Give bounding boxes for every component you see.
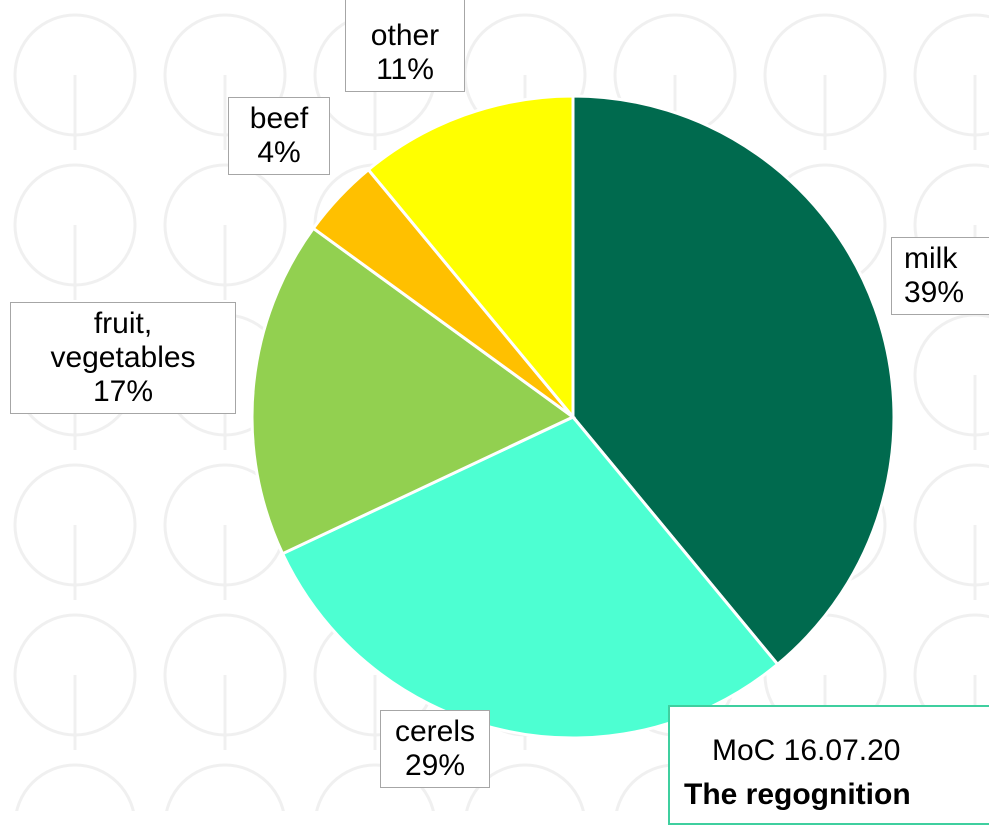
slice-name: milk: [904, 242, 958, 275]
pie-slice: [571, 94, 896, 667]
slice-value: 17%: [92, 375, 154, 408]
annotation-line: The regognition: [684, 778, 911, 811]
slice-name: fruit, vegetables: [50, 307, 196, 374]
slice-name: beef: [249, 102, 309, 135]
annotation-line: MoC 16.07.20: [712, 734, 901, 767]
slice-value: 4%: [257, 136, 301, 169]
slice-label: other 11%: [345, 0, 465, 92]
slice-value: 39%: [904, 276, 965, 309]
slice-value: 11%: [376, 53, 434, 86]
slice-value: 29%: [404, 749, 466, 782]
slice-label: fruit, vegetables 17%: [10, 302, 236, 414]
pie-slice: [250, 226, 576, 556]
slice-name: cerels: [394, 715, 476, 748]
pie: [250, 94, 896, 740]
annotation: MoC 16.07.20 The regognition: [668, 705, 989, 825]
slice-label: milk 39%: [891, 237, 989, 315]
slice-label: cerels 29%: [380, 710, 490, 788]
slice-label: beef 4%: [228, 97, 330, 175]
slice-name: other: [370, 19, 440, 52]
pie-slice: [366, 94, 575, 422]
